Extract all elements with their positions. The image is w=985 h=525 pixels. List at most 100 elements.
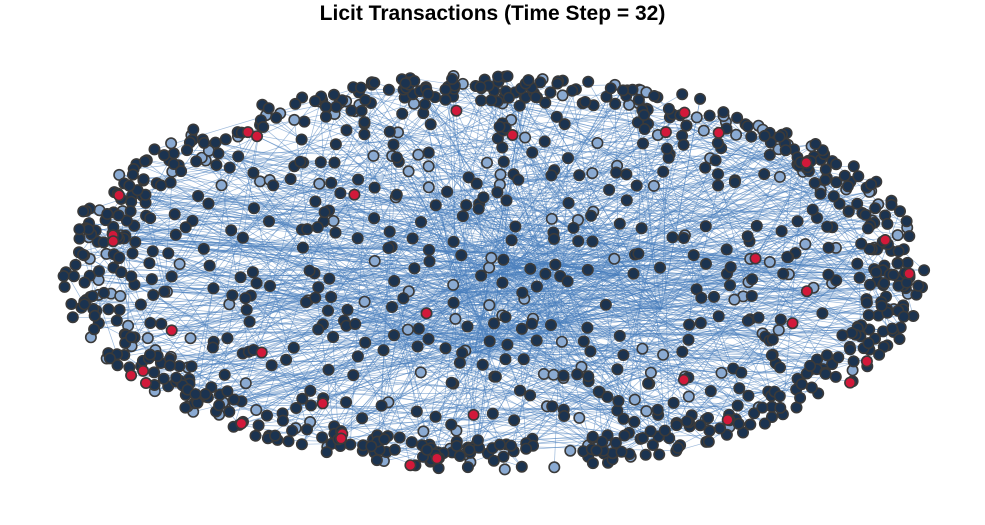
graph-node-dark bbox=[517, 353, 530, 366]
graph-node-dark bbox=[903, 230, 916, 243]
graph-edge bbox=[397, 132, 684, 239]
graph-node-light bbox=[288, 113, 301, 126]
graph-edge bbox=[536, 340, 772, 356]
graph-edge bbox=[564, 123, 901, 328]
graph-node-light bbox=[555, 335, 568, 348]
graph-node-dark bbox=[57, 269, 70, 282]
graph-node-light bbox=[367, 149, 380, 162]
graph-node-light bbox=[368, 255, 381, 268]
graph-node-dark bbox=[632, 247, 645, 260]
graph-node-dark bbox=[390, 151, 403, 164]
graph-node-dark bbox=[284, 173, 297, 186]
graph-node-dark bbox=[143, 257, 156, 270]
graph-node-dark bbox=[804, 359, 817, 372]
graph-node-light bbox=[772, 324, 785, 337]
graph-node-dark bbox=[662, 102, 675, 115]
graph-node-dark bbox=[319, 100, 332, 113]
graph-edge bbox=[134, 284, 423, 446]
graph-node-dark bbox=[539, 267, 552, 280]
graph-node-dark bbox=[475, 269, 488, 282]
graph-node-dark bbox=[900, 215, 913, 228]
graph-node-dark bbox=[145, 273, 158, 286]
graph-node-dark bbox=[218, 368, 231, 381]
graph-node-dark bbox=[296, 392, 309, 405]
graph-node-light bbox=[545, 212, 558, 225]
graph-node-dark bbox=[617, 348, 630, 361]
graph-edge bbox=[535, 96, 868, 367]
graph-node-dark bbox=[524, 262, 537, 275]
graph-node-dark bbox=[250, 277, 263, 290]
graph-node-dark bbox=[474, 81, 487, 94]
graph-node-dark bbox=[630, 179, 643, 192]
graph-node-dark bbox=[113, 303, 126, 316]
graph-node-dark bbox=[497, 155, 510, 168]
graph-node-dark bbox=[439, 342, 452, 355]
graph-node-dark bbox=[830, 274, 843, 287]
graph-node-dark bbox=[210, 159, 223, 172]
graph-node-dark bbox=[865, 178, 878, 191]
graph-edge bbox=[474, 97, 526, 353]
graph-node-dark bbox=[58, 280, 71, 293]
graph-node-dark bbox=[368, 181, 381, 194]
graph-edge bbox=[249, 321, 677, 426]
graph-node-dark bbox=[199, 388, 212, 401]
graph-edge bbox=[169, 274, 619, 360]
graph-node-light bbox=[494, 168, 507, 181]
graph-node-dark bbox=[354, 81, 367, 94]
graph-node-dark bbox=[694, 419, 707, 432]
graph-edge bbox=[447, 86, 458, 293]
graph-edge bbox=[430, 124, 492, 254]
graph-node-dark bbox=[236, 231, 249, 244]
graph-node-light bbox=[480, 156, 493, 169]
graph-node-red bbox=[659, 126, 672, 139]
graph-node-dark bbox=[439, 93, 452, 106]
graph-node-dark bbox=[847, 355, 860, 368]
graph-node-dark bbox=[276, 414, 289, 427]
graph-node-dark bbox=[862, 309, 875, 322]
graph-node-light bbox=[184, 332, 197, 345]
graph-edge bbox=[559, 322, 770, 341]
graph-node-red bbox=[678, 106, 691, 119]
graph-node-dark bbox=[489, 370, 502, 383]
graph-node-red bbox=[712, 126, 725, 139]
graph-node-dark bbox=[694, 92, 707, 105]
graph-node-dark bbox=[97, 236, 110, 249]
graph-node-dark bbox=[221, 385, 234, 398]
graph-node-dark bbox=[472, 202, 485, 215]
graph-node-dark bbox=[445, 418, 458, 431]
graph-node-dark bbox=[752, 311, 765, 324]
graph-node-dark bbox=[852, 170, 865, 183]
graph-node-dark bbox=[860, 296, 873, 309]
graph-node-dark bbox=[455, 249, 468, 262]
graph-node-dark bbox=[179, 401, 192, 414]
graph-node-dark bbox=[439, 83, 452, 96]
graph-node-dark bbox=[382, 242, 395, 255]
graph-node-dark bbox=[893, 332, 906, 345]
graph-node-dark bbox=[422, 244, 435, 257]
graph-node-dark bbox=[819, 174, 832, 187]
graph-node-dark bbox=[340, 124, 353, 137]
graph-edge bbox=[508, 135, 683, 331]
graph-node-red bbox=[420, 307, 433, 320]
graph-node-dark bbox=[794, 391, 807, 404]
graph-node-dark bbox=[821, 220, 834, 233]
graph-node-dark bbox=[791, 215, 804, 228]
graph-node-dark bbox=[225, 224, 238, 237]
graph-edge bbox=[147, 234, 513, 339]
graph-node-dark bbox=[309, 291, 322, 304]
graph-node-dark bbox=[223, 161, 236, 174]
graph-node-light bbox=[608, 252, 621, 265]
graph-node-dark bbox=[680, 119, 693, 132]
graph-node-dark bbox=[808, 177, 821, 190]
graph-node-dark bbox=[863, 278, 876, 291]
graph-node-dark bbox=[134, 298, 147, 311]
graph-node-dark bbox=[744, 418, 757, 431]
graph-node-light bbox=[414, 366, 427, 379]
graph-edge bbox=[137, 189, 605, 454]
graph-edge bbox=[213, 136, 780, 289]
graph-edge bbox=[478, 97, 505, 204]
graph-node-dark bbox=[102, 303, 115, 316]
graph-node-dark bbox=[167, 158, 180, 171]
graph-node-dark bbox=[658, 424, 671, 437]
graph-node-dark bbox=[447, 296, 460, 309]
